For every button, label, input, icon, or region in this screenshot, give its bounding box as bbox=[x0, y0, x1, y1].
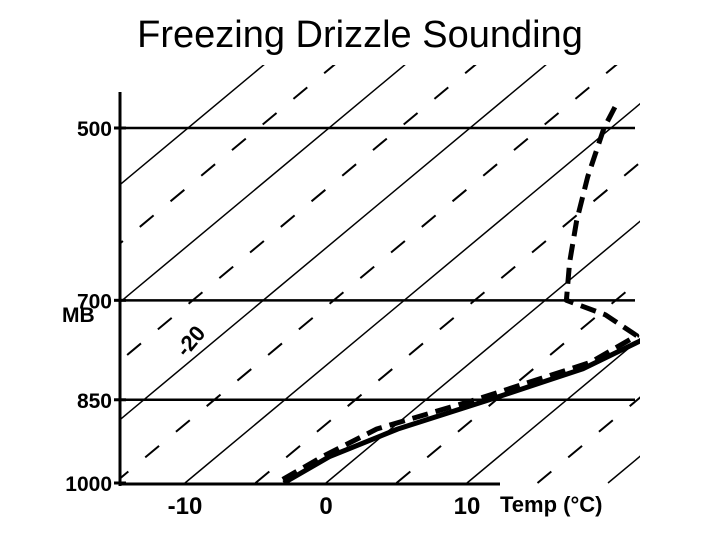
isotherm-line bbox=[325, 220, 640, 484]
isotherm-line bbox=[466, 337, 640, 484]
isotherm-line bbox=[120, 65, 265, 186]
temperature-series-line bbox=[282, 338, 640, 485]
x-axis-label: Temp (°C) bbox=[500, 492, 603, 517]
isotherm-dashed-line bbox=[536, 396, 640, 484]
y-tick-label: 850 bbox=[77, 390, 112, 413]
y-axis-label: MB bbox=[62, 304, 95, 327]
isotherm-line bbox=[184, 102, 640, 484]
isotherm-line bbox=[607, 455, 640, 484]
isotherm-dashed-line bbox=[120, 65, 618, 480]
isotherm-dashed-line bbox=[679, 40, 720, 483]
x-tick-label: -10 bbox=[168, 493, 203, 520]
isotherm-dashed-line bbox=[120, 65, 336, 245]
y-tick-label: 500 bbox=[77, 118, 112, 141]
y-tick-label: 1000 bbox=[65, 473, 112, 496]
x-tick-label: 10 bbox=[454, 493, 481, 520]
dewpoint-series-line bbox=[275, 105, 640, 485]
x-tick-label: 0 bbox=[319, 493, 332, 520]
page-title: Freezing Drizzle Sounding bbox=[137, 14, 583, 56]
y-tick-label: 700 bbox=[77, 290, 112, 313]
isotherm-line bbox=[120, 65, 406, 304]
isotherm-line bbox=[120, 65, 547, 421]
isotherm-dashed-line bbox=[120, 65, 477, 363]
isotherm-label: -20 bbox=[171, 321, 211, 361]
isotherm-dashed-line bbox=[254, 161, 640, 484]
